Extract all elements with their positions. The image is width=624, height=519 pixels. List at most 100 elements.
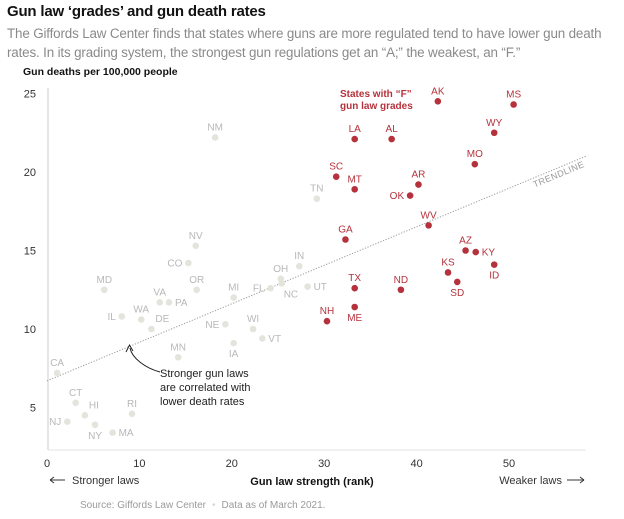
- trendline: [46, 155, 586, 382]
- annotation-arrow-curve: [129, 347, 161, 373]
- point-mn: [174, 353, 182, 361]
- point-sc: [332, 173, 340, 181]
- other-states-points: NM TN IN UT OH NC FL MI NV CO OR VA PA MD IL WA DE NE WI VT…: [49, 122, 327, 441]
- point-ks: [444, 269, 452, 276]
- point-nc: [278, 280, 285, 287]
- f-grade-states-points: AK MS LA AL WY MO SC MT AR OK WV GA AZ KY ID KS SD TX ND ME…: [320, 86, 521, 325]
- x-direction-right: Weaker laws: [499, 475, 562, 487]
- source-note: Source: Giffords Law Center • Data as of M…: [80, 500, 325, 511]
- point-ca: [53, 369, 61, 377]
- state-label-tx: TX: [348, 273, 361, 284]
- point-al: [388, 135, 395, 143]
- point-or: [193, 286, 200, 294]
- f-grade-legend: States with “F” gun law grades: [340, 89, 413, 112]
- state-label-la: LA: [349, 124, 362, 135]
- chart-subtitle: The Giffords Law Center finds that state…: [7, 26, 602, 60]
- state-label-ok: OK: [390, 191, 405, 202]
- state-label-mo: MO: [467, 149, 483, 160]
- state-label-ct: CT: [69, 388, 82, 399]
- point-ia: [230, 339, 237, 347]
- state-label-ky: KY: [482, 248, 496, 259]
- point-tn: [313, 195, 321, 202]
- state-label-ri: RI: [127, 399, 137, 410]
- point-ri: [128, 410, 136, 418]
- legend-line-2: gun law grades: [340, 101, 413, 112]
- state-label-nh: NH: [320, 306, 334, 317]
- source-text: Source: Giffords Law Center: [80, 500, 206, 511]
- point-va: [156, 299, 164, 306]
- state-label-wy: WY: [486, 118, 502, 129]
- point-il: [118, 313, 126, 320]
- y-tick-label: 15: [24, 246, 36, 258]
- x-tick-label: 20: [226, 458, 238, 470]
- axes: 5 10 15 20 25 0 10 20 30 40 50: [24, 88, 586, 470]
- point-mi: [230, 294, 237, 301]
- state-label-ut: UT: [314, 282, 327, 293]
- x-direction-arrows: [49, 476, 585, 484]
- state-label-ia: IA: [229, 349, 239, 360]
- point-ar: [415, 181, 422, 188]
- state-label-nc: NC: [284, 289, 298, 300]
- point-vt: [258, 335, 266, 342]
- point-ms: [510, 101, 517, 108]
- state-label-az: AZ: [459, 236, 472, 247]
- state-label-ne: NE: [205, 320, 219, 331]
- legend-line-1: States with “F”: [340, 89, 412, 100]
- data-date-text: Data as of March 2021.: [221, 500, 326, 511]
- state-label-pa: PA: [175, 298, 188, 309]
- point-az: [462, 247, 469, 254]
- state-label-nj: NJ: [49, 417, 61, 428]
- point-ct: [72, 399, 79, 407]
- state-label-sd: SD: [450, 288, 464, 299]
- x-tick-label: 30: [318, 458, 330, 470]
- state-label-va: VA: [153, 287, 166, 298]
- point-mo: [471, 160, 479, 168]
- x-tick-label: 10: [133, 458, 145, 470]
- point-wy: [490, 129, 498, 137]
- state-label-hi: HI: [89, 400, 99, 411]
- state-label-ar: AR: [411, 170, 425, 181]
- y-tick-label: 5: [30, 403, 36, 415]
- point-fl: [267, 284, 274, 292]
- point-nv: [192, 242, 200, 250]
- point-ut: [304, 283, 311, 290]
- point-hi: [81, 412, 89, 419]
- point-ky: [472, 248, 480, 256]
- point-nm: [211, 134, 219, 141]
- point-me: [351, 303, 358, 311]
- state-label-de: DE: [155, 314, 169, 325]
- point-wi: [249, 325, 257, 333]
- point-in: [295, 262, 303, 270]
- state-label-ny: NY: [88, 431, 102, 442]
- state-label-al: AL: [386, 124, 399, 135]
- state-label-fl: FL: [253, 284, 265, 295]
- x-tick-label: 50: [503, 458, 515, 470]
- state-label-il: IL: [108, 312, 117, 323]
- state-label-ma: MA: [119, 428, 134, 439]
- point-wa: [137, 316, 145, 323]
- state-label-ca: CA: [50, 358, 64, 369]
- point-id: [490, 261, 498, 268]
- y-axis-label: Gun deaths per 100,000 people: [23, 66, 178, 78]
- state-label-me: ME: [347, 313, 362, 324]
- point-tx: [351, 284, 358, 292]
- state-label-wv: WV: [421, 210, 437, 221]
- state-label-vt: VT: [268, 334, 281, 345]
- x-tick-label: 0: [44, 458, 50, 470]
- state-label-ks: KS: [441, 257, 455, 268]
- state-label-mt: MT: [347, 174, 361, 185]
- point-ak: [434, 98, 442, 105]
- x-direction-left: Stronger laws: [72, 475, 140, 487]
- x-axis-label: Gun law strength (rank): [250, 476, 374, 488]
- point-ma: [109, 429, 116, 436]
- state-label-sc: SC: [329, 162, 343, 173]
- state-label-co: CO: [167, 259, 182, 270]
- separator-dot: •: [212, 500, 216, 511]
- state-label-wi: WI: [247, 314, 259, 325]
- annotation-line-1: Stronger gun laws: [160, 368, 249, 380]
- state-label-oh: OH: [273, 264, 288, 275]
- y-tick-label: 20: [24, 167, 36, 179]
- state-label-wa: WA: [133, 305, 149, 316]
- state-label-in: IN: [294, 251, 304, 262]
